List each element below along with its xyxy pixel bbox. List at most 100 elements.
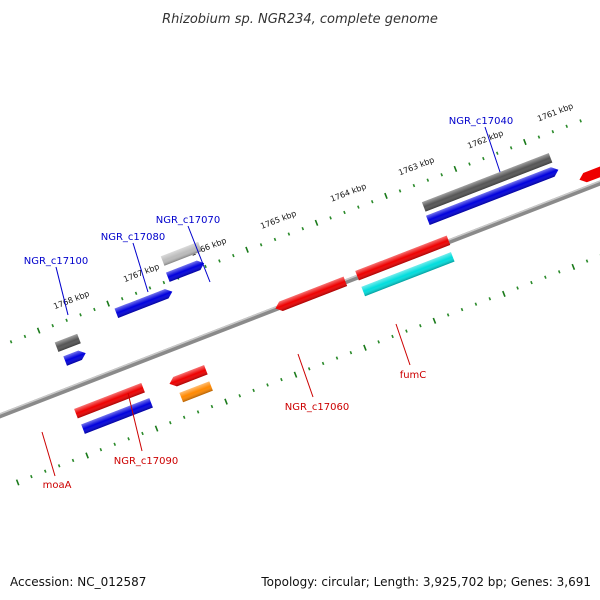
minor-tick <box>412 183 416 188</box>
minor-tick <box>79 313 82 317</box>
minor-tick <box>127 437 130 441</box>
minor-tick <box>488 297 492 301</box>
minor-tick <box>551 129 555 134</box>
minor-tick <box>377 340 380 344</box>
minor-tick <box>238 394 242 398</box>
minor-tick <box>301 226 305 231</box>
minor-tick <box>30 474 33 479</box>
major-tick <box>85 452 89 459</box>
minor-tick <box>141 431 144 436</box>
feature-moaa-blue[interactable] <box>81 398 153 434</box>
minor-tick <box>134 291 138 296</box>
minor-tick <box>287 232 291 236</box>
major-tick <box>106 300 110 307</box>
feature-ngr-c17100[interactable] <box>63 348 87 366</box>
minor-tick <box>495 151 499 155</box>
minor-tick <box>113 442 117 446</box>
minor-tick <box>120 297 124 301</box>
leader-line <box>297 353 314 398</box>
features-reverse <box>74 235 455 434</box>
minor-tick <box>357 205 360 209</box>
minor-tick <box>446 313 450 317</box>
gene-label-moaa[interactable]: moaA <box>43 480 72 491</box>
minor-tick <box>460 307 464 312</box>
major-tick <box>293 371 298 378</box>
minor-tick <box>23 334 27 339</box>
gene-label-fumc[interactable]: fumC <box>400 370 427 381</box>
feature-ngr-c17100-gray[interactable] <box>54 333 81 352</box>
major-tick <box>363 344 367 351</box>
minor-tick <box>370 200 374 204</box>
feature-fumc-red[interactable] <box>355 235 451 281</box>
minor-tick <box>585 259 589 263</box>
minor-tick <box>509 146 513 150</box>
minor-tick <box>343 210 346 215</box>
feature-ngr-c17040-gray[interactable] <box>421 153 553 212</box>
major-tick <box>384 192 388 199</box>
minor-tick <box>252 388 255 393</box>
feature-moaa[interactable] <box>74 383 145 419</box>
tick-label: 1768 kbp <box>52 289 90 311</box>
minor-tick <box>182 415 186 420</box>
major-tick <box>571 263 576 271</box>
major-tick <box>36 327 41 334</box>
tick-label: 1767 kbp <box>122 262 160 284</box>
tick-ring-bottom <box>15 253 600 486</box>
feature-fumc[interactable] <box>361 252 455 297</box>
minor-tick <box>162 280 166 285</box>
features-forward <box>54 153 560 366</box>
feature-ngr-c17060[interactable] <box>274 276 348 313</box>
leader-line <box>41 431 56 477</box>
minor-tick <box>329 216 332 220</box>
minor-tick <box>349 350 353 355</box>
minor-tick <box>565 124 569 128</box>
leader-line <box>127 392 143 452</box>
feature-ngr-c17090-orange[interactable] <box>179 381 213 403</box>
gene-label-ngr-c17040[interactable]: NGR_c17040 <box>449 116 514 127</box>
minor-tick <box>335 356 339 360</box>
major-tick <box>224 398 228 405</box>
minor-tick <box>516 286 519 290</box>
minor-tick <box>537 135 541 139</box>
major-tick <box>245 246 249 253</box>
minor-tick <box>218 259 221 263</box>
minor-tick <box>419 324 422 328</box>
gene-label-ngr-c17090[interactable]: NGR_c17090 <box>114 456 179 467</box>
minor-tick <box>307 367 311 371</box>
minor-tick <box>259 243 263 247</box>
feature-ngr-c17070[interactable] <box>166 258 206 282</box>
minor-tick <box>196 410 200 414</box>
leader-line <box>395 323 411 366</box>
tick-label: 1764 kbp <box>329 182 367 204</box>
minor-tick <box>557 270 561 274</box>
gene-label-ngr-c17100[interactable]: NGR_c17100 <box>24 256 89 267</box>
feature-ngr-c17080[interactable] <box>114 287 175 318</box>
minor-tick <box>9 340 13 344</box>
major-tick <box>432 317 437 324</box>
minor-tick <box>405 329 408 333</box>
leader-line <box>55 266 69 316</box>
leader-line <box>132 242 149 293</box>
minor-tick <box>440 173 443 177</box>
feature-edge-red[interactable] <box>578 162 600 184</box>
minor-tick <box>426 178 430 182</box>
leader-line <box>484 126 501 173</box>
major-tick <box>314 219 319 226</box>
minor-tick <box>579 119 582 123</box>
minor-tick <box>273 237 277 242</box>
minor-tick <box>99 447 103 452</box>
gene-label-ngr-c17060[interactable]: NGR_c17060 <box>285 402 350 413</box>
feature-ngr-c17090[interactable] <box>168 365 208 388</box>
gene-label-ngr-c17070[interactable]: NGR_c17070 <box>156 215 221 226</box>
feature-ngr-c17040[interactable] <box>426 165 560 226</box>
minor-tick <box>266 383 269 387</box>
minor-tick <box>482 156 485 161</box>
major-tick <box>453 165 458 173</box>
minor-tick <box>280 377 283 382</box>
feature-ngr-c17070-gray[interactable] <box>160 241 202 266</box>
gene-label-ngr-c17080[interactable]: NGR_c17080 <box>101 232 166 243</box>
minor-tick <box>65 318 68 322</box>
minor-tick <box>530 280 533 285</box>
accession-label: Accession: NC_012587 <box>10 575 146 589</box>
